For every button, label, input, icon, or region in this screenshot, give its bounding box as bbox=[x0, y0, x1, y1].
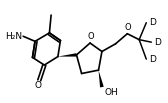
Polygon shape bbox=[98, 70, 104, 87]
Text: D: D bbox=[149, 18, 156, 27]
Text: D: D bbox=[149, 55, 156, 64]
Text: O: O bbox=[35, 81, 42, 90]
Text: D: D bbox=[154, 38, 161, 47]
Text: O: O bbox=[125, 23, 132, 32]
Polygon shape bbox=[58, 53, 77, 57]
Text: H₂N: H₂N bbox=[5, 32, 22, 41]
Text: O: O bbox=[87, 32, 94, 41]
Text: OH: OH bbox=[104, 88, 118, 97]
